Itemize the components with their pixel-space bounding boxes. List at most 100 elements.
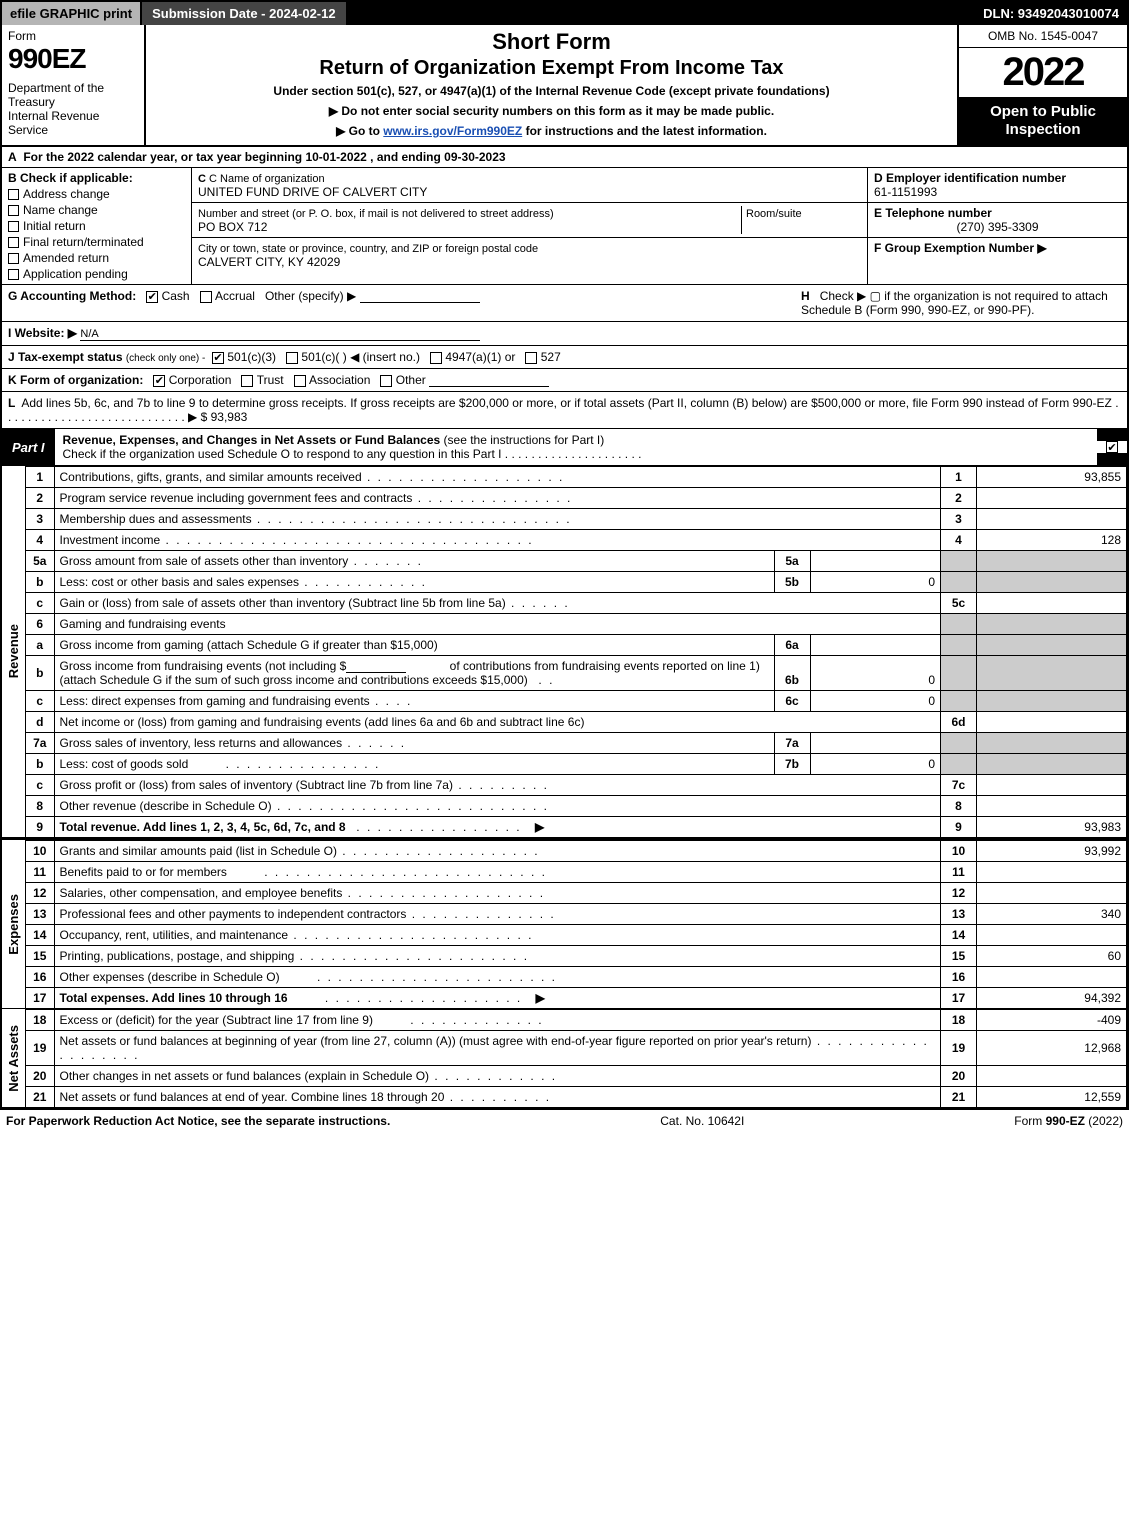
- line-18: 18Excess or (deficit) for the year (Subt…: [26, 1010, 1127, 1031]
- cb-application-pending[interactable]: Application pending: [8, 267, 185, 281]
- d-block: D Employer identification number 61-1151…: [868, 168, 1127, 203]
- title-ssn-warning: ▶ Do not enter social security numbers o…: [150, 104, 953, 118]
- cb-corp[interactable]: [153, 375, 165, 387]
- c-city-block: City or town, state or province, country…: [192, 238, 867, 272]
- city-label: City or town, state or province, country…: [198, 243, 538, 255]
- l-label: L: [8, 396, 15, 410]
- other-blank[interactable]: [429, 373, 549, 387]
- street-value: PO BOX 712: [198, 220, 267, 234]
- checkbox-icon: [8, 189, 19, 200]
- h-label: H: [801, 289, 810, 303]
- title-short-form: Short Form: [150, 29, 953, 55]
- cb-cash[interactable]: [146, 291, 158, 303]
- cb-initial-return[interactable]: Initial return: [8, 219, 185, 233]
- cb-assoc[interactable]: [294, 375, 306, 387]
- cb-trust[interactable]: [241, 375, 253, 387]
- row-g-h: G Accounting Method: Cash Accrual Other …: [2, 285, 1127, 322]
- part-i-sub: Check if the organization used Schedule …: [63, 447, 1089, 461]
- k-opt: Other: [396, 373, 426, 387]
- cb-501c3[interactable]: [212, 352, 224, 364]
- city-value: CALVERT CITY, KY 42029: [198, 255, 340, 269]
- cb-label: Name change: [23, 203, 98, 217]
- check-if-applicable: Check if applicable:: [20, 171, 133, 185]
- footer-left: For Paperwork Reduction Act Notice, see …: [6, 1114, 390, 1128]
- cb-label: Application pending: [23, 267, 128, 281]
- line-19: 19Net assets or fund balances at beginni…: [26, 1031, 1127, 1066]
- i-label: I Website: ▶: [8, 326, 77, 340]
- g-left: G Accounting Method: Cash Accrual Other …: [8, 289, 801, 317]
- goto-post: for instructions and the latest informat…: [522, 124, 767, 138]
- header-right: OMB No. 1545-0047 2022 Open to Public In…: [957, 25, 1127, 145]
- part-i-checkbox-cell: [1097, 441, 1127, 453]
- line-13: 13Professional fees and other payments t…: [26, 904, 1127, 925]
- row-j: J Tax-exempt status (check only one) - 5…: [2, 346, 1127, 369]
- label-a: A: [8, 150, 17, 164]
- cb-address-change[interactable]: Address change: [8, 187, 185, 201]
- irs-link[interactable]: www.irs.gov/Form990EZ: [383, 124, 522, 138]
- room-label: Room/suite: [746, 208, 802, 220]
- goto-pre: ▶ Go to: [336, 124, 383, 138]
- k-opt: Association: [309, 373, 370, 387]
- top-bar: efile GRAPHIC print Submission Date - 20…: [2, 2, 1127, 25]
- c-name-block: C C Name of organization UNITED FUND DRI…: [192, 168, 867, 203]
- header-row: Form 990EZ Department of the Treasury In…: [2, 25, 1127, 147]
- line-11: 11Benefits paid to or for members . . . …: [26, 862, 1127, 883]
- j-label: J Tax-exempt status: [8, 350, 123, 364]
- col-b: B Check if applicable: Address change Na…: [2, 168, 192, 284]
- checkbox-icon: [8, 269, 19, 280]
- footer-right: Form 990-EZ (2022): [1014, 1114, 1123, 1128]
- line-2: 2Program service revenue including gover…: [26, 488, 1127, 509]
- c-street-block: Number and street (or P. O. box, if mail…: [192, 203, 867, 238]
- row-i: I Website: ▶ N/A: [2, 322, 1127, 346]
- h-text: Check ▶ ▢ if the organization is not req…: [801, 289, 1108, 317]
- k-opt: Corporation: [169, 373, 232, 387]
- line-6: 6Gaming and fundraising events: [26, 614, 1127, 635]
- title-return: Return of Organization Exempt From Incom…: [150, 57, 953, 80]
- j-opt: 501(c)( ) ◀ (insert no.): [301, 350, 420, 364]
- title-goto: ▶ Go to www.irs.gov/Form990EZ for instru…: [150, 124, 953, 138]
- line-6b: bGross income from fundraising events (n…: [26, 656, 1127, 691]
- line-21: 21Net assets or fund balances at end of …: [26, 1087, 1127, 1108]
- cb-schedule-o[interactable]: [1106, 441, 1118, 453]
- dept-label: Department of the Treasury Internal Reve…: [8, 81, 138, 137]
- cb-label: Initial return: [23, 219, 86, 233]
- cb-name-change[interactable]: Name change: [8, 203, 185, 217]
- line-16: 16Other expenses (describe in Schedule O…: [26, 967, 1127, 988]
- h-right: H Check ▶ ▢ if the organization is not r…: [801, 289, 1121, 317]
- line-5b: bLess: cost or other basis and sales exp…: [26, 572, 1127, 593]
- footer-mid: Cat. No. 10642I: [660, 1114, 744, 1128]
- form-container: efile GRAPHIC print Submission Date - 20…: [0, 0, 1129, 1110]
- line-5a: 5aGross amount from sale of assets other…: [26, 551, 1127, 572]
- line-17: 17Total expenses. Add lines 10 through 1…: [26, 988, 1127, 1009]
- cash-label: Cash: [162, 289, 190, 303]
- checkbox-icon: [8, 237, 19, 248]
- efile-print-button[interactable]: efile GRAPHIC print: [2, 2, 142, 25]
- line-3: 3Membership dues and assessments . . . .…: [26, 509, 1127, 530]
- part-i-bar: Part I Revenue, Expenses, and Changes in…: [2, 429, 1127, 466]
- l-text: Add lines 5b, 6c, and 7b to line 9 to de…: [21, 396, 1112, 410]
- cb-other[interactable]: [380, 375, 392, 387]
- cb-accrual[interactable]: [200, 291, 212, 303]
- cb-final-return[interactable]: Final return/terminated: [8, 235, 185, 249]
- l-value: 93,983: [211, 410, 248, 424]
- row-l: L Add lines 5b, 6c, and 7b to line 9 to …: [2, 392, 1127, 429]
- g-label: G Accounting Method:: [8, 289, 136, 303]
- website-value: N/A: [80, 328, 98, 340]
- expenses-vlabel: Expenses: [2, 840, 26, 1009]
- title-under-section: Under section 501(c), 527, or 4947(a)(1)…: [150, 84, 953, 98]
- part-i-title-main: Revenue, Expenses, and Changes in Net As…: [63, 433, 441, 447]
- section-b-to-f: B Check if applicable: Address change Na…: [2, 168, 1127, 285]
- submission-date: Submission Date - 2024-02-12: [142, 2, 346, 25]
- e-label: E Telephone number: [874, 206, 992, 220]
- other-blank[interactable]: [360, 289, 480, 303]
- col-def: D Employer identification number 61-1151…: [867, 168, 1127, 284]
- k-label: K Form of organization:: [8, 373, 143, 387]
- omb-number: OMB No. 1545-0047: [959, 25, 1127, 48]
- cb-501c[interactable]: [286, 352, 298, 364]
- cb-4947[interactable]: [430, 352, 442, 364]
- footer: For Paperwork Reduction Act Notice, see …: [0, 1110, 1129, 1132]
- cb-amended-return[interactable]: Amended return: [8, 251, 185, 265]
- org-name: UNITED FUND DRIVE OF CALVERT CITY: [198, 185, 427, 199]
- row-k: K Form of organization: Corporation Trus…: [2, 369, 1127, 392]
- cb-527[interactable]: [525, 352, 537, 364]
